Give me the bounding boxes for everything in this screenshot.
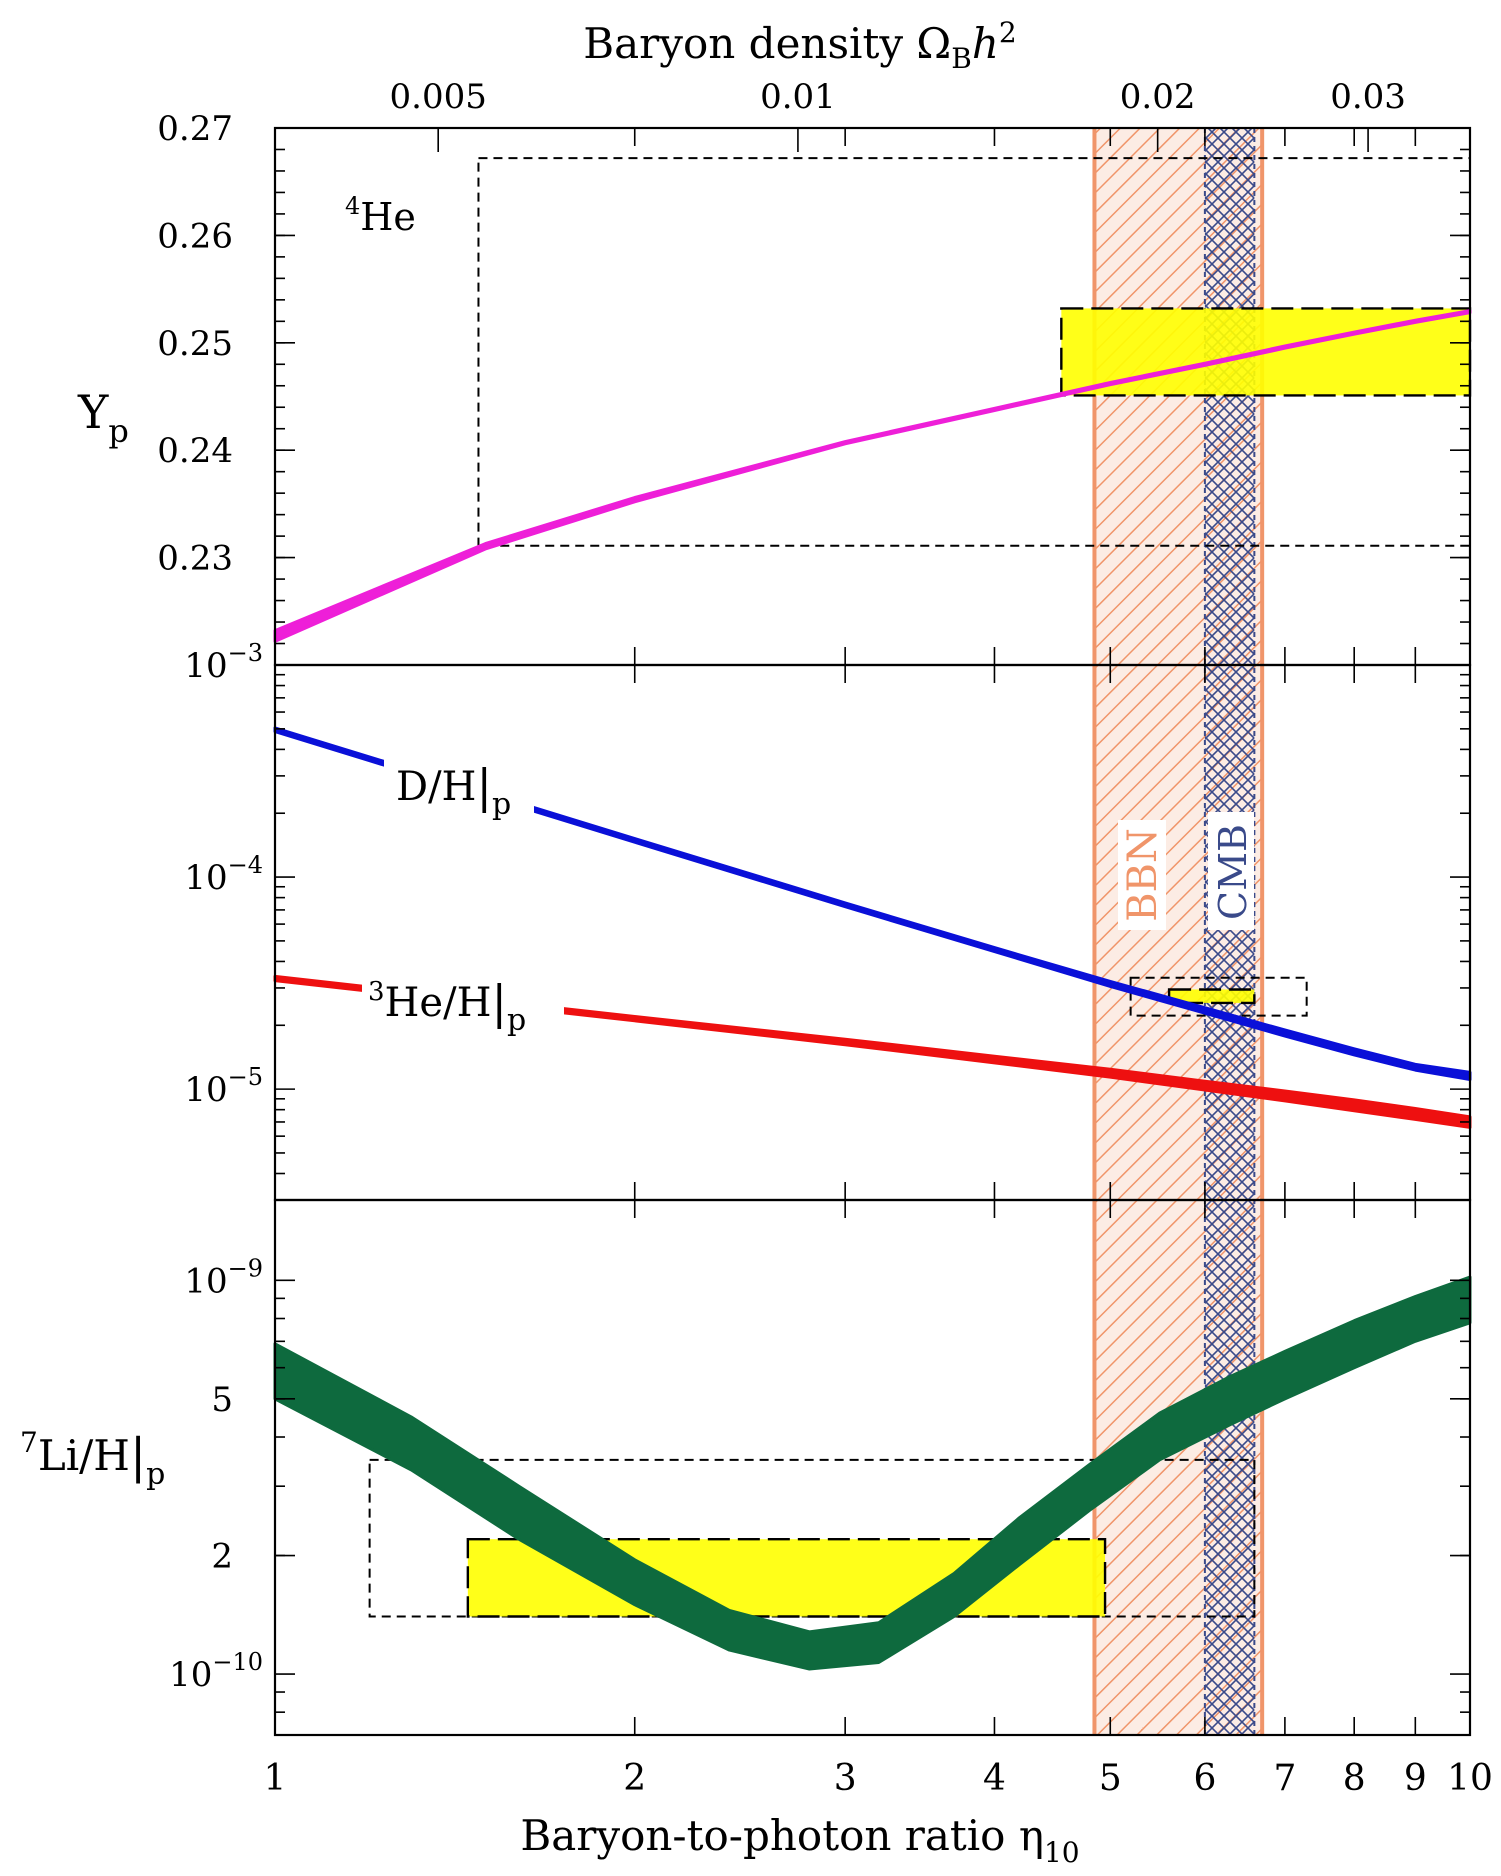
- svg-text:D/H|p: D/H|p: [396, 759, 511, 822]
- li7-ytick-label-3: 10−10: [169, 1648, 263, 1695]
- he4-ytick-label-2: 0.25: [157, 324, 233, 364]
- dh-ytick-label-2: 10−5: [184, 1063, 263, 1110]
- xtick-label-7: 8: [1343, 1758, 1366, 1799]
- li7-systematic-box: [368, 1458, 1256, 1618]
- li7-ytick-label-1: 5: [211, 1380, 233, 1420]
- svg-text:CMB: CMB: [1211, 824, 1255, 920]
- he4-inner-label: 4He: [345, 192, 416, 239]
- x-axis-label: Baryon-to-photon ratio η10: [520, 1811, 1079, 1869]
- xtick-label-1: 2: [623, 1758, 646, 1799]
- dh-ytick-label-0: 10−3: [184, 639, 263, 686]
- cmb-band-label: CMB: [1208, 812, 1255, 930]
- dh-ytick-label-1: 10−4: [184, 851, 263, 898]
- he4-ytick-label-0: 0.27: [157, 109, 233, 149]
- he4-ytick-label-4: 0.23: [157, 539, 233, 579]
- top-tick-label-2: 0.02: [1120, 77, 1196, 117]
- li7-panel-frame: [273, 1198, 1472, 1737]
- li7-ytick-label-2: 2: [211, 1537, 233, 1577]
- xtick-label-9: 10: [1447, 1758, 1493, 1799]
- xtick-label-8: 9: [1404, 1758, 1427, 1799]
- he4-ytick-label-3: 0.24: [157, 431, 233, 471]
- top-tick-label-0: 0.005: [390, 77, 487, 117]
- xtick-label-5: 6: [1193, 1758, 1216, 1799]
- li7-ylabel: 7Li/H|p: [20, 1426, 165, 1492]
- he4-ylabel: Yp: [77, 385, 129, 450]
- dh-label: D/H|p: [384, 738, 534, 822]
- observation-boxes-layer: [368, 157, 1472, 1618]
- he4-ytick-label-1: 0.26: [157, 216, 233, 256]
- top-tick-label-3: 0.03: [1330, 77, 1406, 117]
- bbn-band-label: BBN: [1118, 820, 1166, 930]
- xtick-label-0: 1: [264, 1758, 287, 1799]
- he3-label: 3He/H|p: [362, 960, 564, 1042]
- xtick-label-2: 3: [834, 1758, 857, 1799]
- xtick-label-6: 7: [1273, 1758, 1296, 1799]
- li7-ytick-label-0: 10−9: [184, 1254, 263, 1301]
- svg-text:3He/H|p: 3He/H|p: [368, 975, 526, 1038]
- top-tick-label-1: 0.01: [760, 77, 836, 117]
- top-axis-label: Baryon density ΩBh2: [583, 16, 1016, 75]
- ticks-layer: 0.270.260.250.240.2310−310−410−510−95210…: [157, 77, 1493, 1799]
- xtick-label-4: 5: [1099, 1758, 1122, 1799]
- panel-frames-layer: [273, 126, 1472, 1737]
- xtick-label-3: 4: [983, 1758, 1006, 1799]
- svg-text:BBN: BBN: [1120, 828, 1166, 922]
